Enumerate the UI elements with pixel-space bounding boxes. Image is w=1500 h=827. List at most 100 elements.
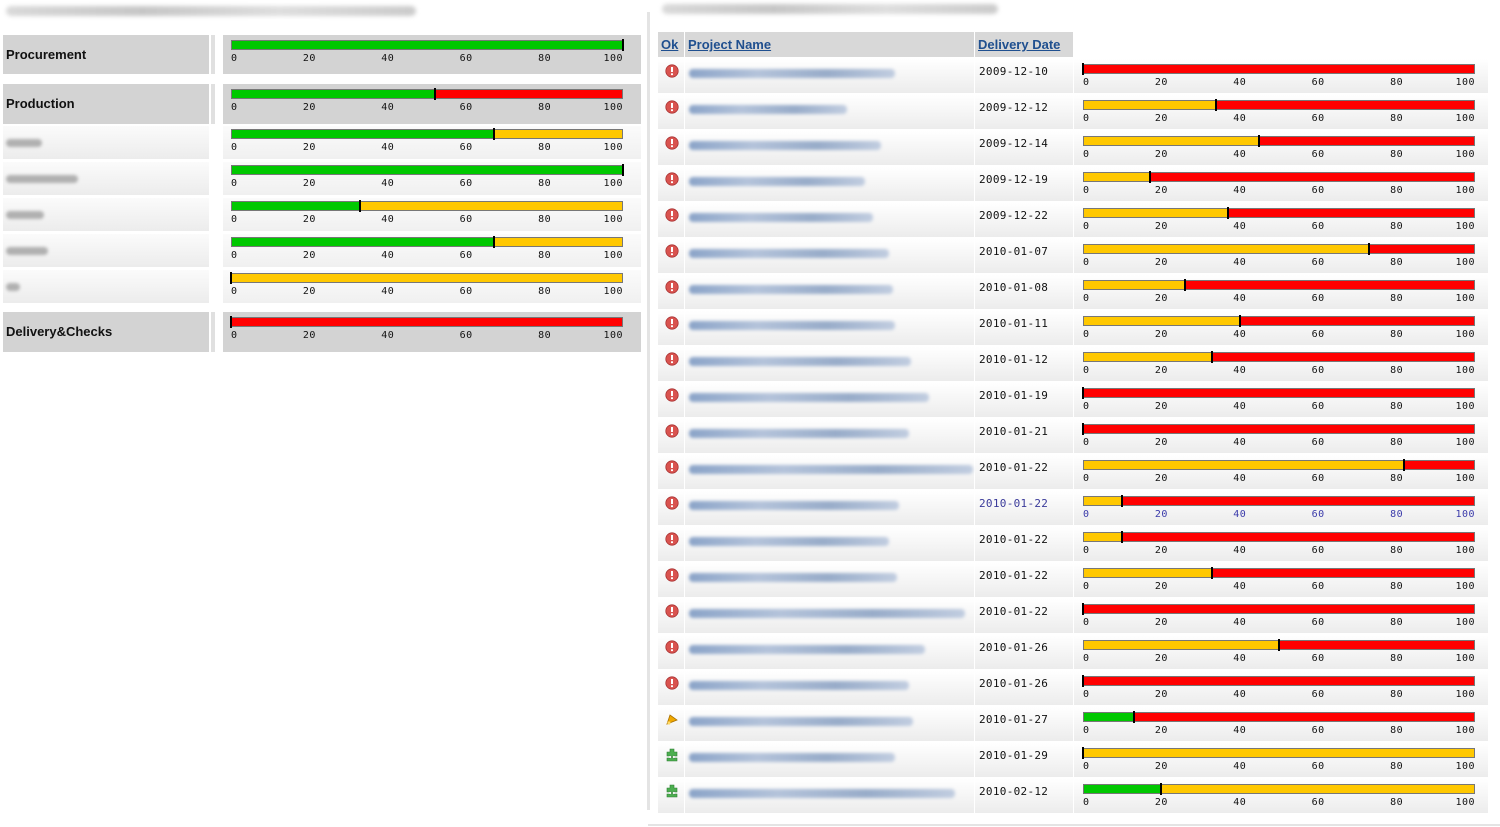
- scale-tick: 20: [1154, 221, 1168, 232]
- in-progress-segment: [1084, 641, 1279, 649]
- progress-gauge: 0 20 40 60 80 100: [1083, 99, 1475, 124]
- scale-tick: 40: [381, 286, 395, 297]
- scale-tick: 80: [538, 214, 552, 225]
- progress-track: [1083, 208, 1475, 218]
- scale-tick: 100: [1455, 545, 1475, 556]
- table-row[interactable]: 2010-01-27 0 20 40 60 80 100: [658, 707, 1488, 741]
- table-row[interactable]: 2010-01-29 0 20 40 60 80 100: [658, 743, 1488, 777]
- project-name-link[interactable]: [689, 501, 899, 510]
- table-row[interactable]: 2010-01-26 0 20 40 60 80 100: [658, 671, 1488, 705]
- scale-tick: 60: [1311, 185, 1325, 196]
- project-name-link[interactable]: [689, 393, 929, 402]
- project-name-link[interactable]: [689, 789, 955, 798]
- table-row[interactable]: 2009-12-10 0 20 40 60 80 100: [658, 59, 1488, 93]
- scale-tick: 60: [1311, 257, 1325, 268]
- in-progress-segment: [1084, 533, 1123, 541]
- project-name-link[interactable]: [689, 69, 895, 78]
- project-name-link[interactable]: [689, 645, 925, 654]
- table-row[interactable]: 2009-12-19 0 20 40 60 80 100: [658, 167, 1488, 201]
- project-name-link[interactable]: [689, 141, 881, 150]
- progress-marker: [359, 200, 362, 212]
- table-row[interactable]: 2010-01-26 0 20 40 60 80 100: [658, 635, 1488, 669]
- ok-cell: [658, 311, 684, 345]
- progress-track: [231, 40, 623, 50]
- project-name-link[interactable]: [689, 213, 873, 222]
- scale-tick: 40: [1233, 797, 1247, 808]
- scale-tick: 0: [1083, 545, 1090, 556]
- scale-tick: 80: [1390, 545, 1404, 556]
- sort-delivery-date-link[interactable]: Delivery Date: [978, 37, 1061, 52]
- progress-gauge: 0 20 40 60 80 100: [1083, 495, 1475, 520]
- project-name-link[interactable]: [689, 681, 909, 690]
- table-row[interactable]: 2010-01-22 0 20 40 60 80 100: [658, 455, 1488, 489]
- scale-tick: 60: [1311, 77, 1325, 88]
- table-row[interactable]: 2010-01-07 0 20 40 60 80 100: [658, 239, 1488, 273]
- table-row[interactable]: 2009-12-12 0 20 40 60 80 100: [658, 95, 1488, 129]
- table-row[interactable]: 2009-12-14 0 20 40 60 80 100: [658, 131, 1488, 165]
- scale-tick: 100: [1455, 113, 1475, 124]
- project-name-link[interactable]: [689, 609, 965, 618]
- table-row[interactable]: 2010-01-21 0 20 40 60 80 100: [658, 419, 1488, 453]
- progress-gauge: 0 20 40 60 80 100: [231, 39, 624, 64]
- scale-tick: 20: [302, 178, 316, 189]
- progress-cell: 0 20 40 60 80 100: [1074, 527, 1488, 561]
- scale-tick: 80: [1390, 221, 1404, 232]
- scale-tick: 20: [1154, 185, 1168, 196]
- progress-marker: [1160, 783, 1163, 795]
- project-name-link[interactable]: [689, 177, 865, 186]
- project-name-link[interactable]: [689, 717, 913, 726]
- project-name-link[interactable]: [689, 357, 911, 366]
- header-project-name[interactable]: Project Name: [685, 32, 974, 57]
- project-name-link[interactable]: [689, 321, 895, 330]
- sort-ok-link[interactable]: Ok: [661, 37, 679, 52]
- scale-tick: 100: [1455, 689, 1475, 700]
- progress-gauge: 0 20 40 60 80 100: [1083, 459, 1475, 484]
- progress-marker: [1148, 171, 1151, 183]
- delivery-date: 2010-01-07: [979, 245, 1049, 258]
- project-name-link[interactable]: [689, 573, 897, 582]
- summary-row-bar-cell: 0 20 40 60 80 100: [223, 162, 641, 195]
- ok-cell: [658, 131, 684, 165]
- summary-row-bar-cell: 0 20 40 60 80 100: [223, 84, 641, 124]
- progress-track: [231, 201, 623, 211]
- scale-tick: 80: [1390, 761, 1404, 772]
- summary-row-label-cell: [3, 270, 209, 303]
- table-row[interactable]: 2010-01-11 0 20 40 60 80 100: [658, 311, 1488, 345]
- table-row[interactable]: 2010-01-22 0 20 40 60 80 100: [658, 491, 1488, 525]
- redacted-label: [6, 175, 78, 183]
- in-progress-segment: [1084, 497, 1123, 505]
- table-row[interactable]: 2010-01-22 0 20 40 60 80 100: [658, 599, 1488, 633]
- scale-tick: 100: [603, 330, 623, 341]
- sort-project-name-link[interactable]: Project Name: [688, 37, 772, 52]
- scale-tick: 0: [231, 53, 238, 64]
- table-row[interactable]: 2010-01-19 0 20 40 60 80 100: [658, 383, 1488, 417]
- redacted-label: [6, 283, 20, 291]
- table-row[interactable]: 2010-01-12 0 20 40 60 80 100: [658, 347, 1488, 381]
- table-row[interactable]: 2009-12-22 0 20 40 60 80 100: [658, 203, 1488, 237]
- table-row[interactable]: 2010-01-08 0 20 40 60 80 100: [658, 275, 1488, 309]
- project-name-link[interactable]: [689, 753, 895, 762]
- header-delivery-date[interactable]: Delivery Date: [975, 32, 1073, 57]
- table-row[interactable]: 2010-01-22 0 20 40 60 80 100: [658, 527, 1488, 561]
- scale-tick: 0: [1083, 725, 1090, 736]
- table-row[interactable]: 2010-01-22 0 20 40 60 80 100: [658, 563, 1488, 597]
- project-name-cell: [685, 311, 974, 345]
- scale-tick: 40: [381, 214, 395, 225]
- table-row[interactable]: 2010-02-12 0 20 40 60 80 100: [658, 779, 1488, 813]
- header-ok[interactable]: Ok: [658, 32, 684, 57]
- scale-tick: 60: [1311, 329, 1325, 340]
- scale-tick: 20: [1154, 257, 1168, 268]
- scale-tick: 0: [1083, 761, 1090, 772]
- summary-row: 0 20 40 60 80 100: [3, 126, 641, 159]
- progress-gauge: 0 20 40 60 80 100: [1083, 135, 1475, 160]
- error-icon: [665, 568, 679, 582]
- project-name-link[interactable]: [689, 105, 847, 114]
- project-name-link[interactable]: [689, 465, 973, 474]
- project-name-link[interactable]: [689, 429, 909, 438]
- project-name-link[interactable]: [689, 285, 893, 294]
- in-progress-segment: [1084, 245, 1369, 253]
- progress-track: [231, 273, 623, 283]
- project-name-link[interactable]: [689, 537, 889, 546]
- project-name-link[interactable]: [689, 249, 889, 258]
- progress-marker: [1132, 711, 1135, 723]
